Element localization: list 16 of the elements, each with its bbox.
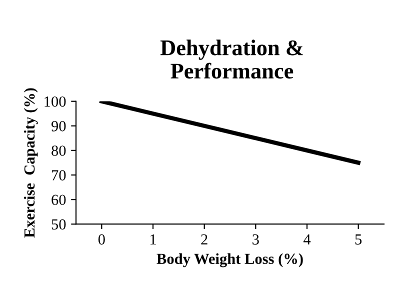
y-axis-title: Exercise Capacity (%) (24, 88, 38, 238)
y-tick-label: 70 (52, 170, 66, 180)
x-tick-label: 0 (98, 234, 105, 245)
y-tick-label: 50 (52, 219, 66, 230)
y-tick-label: 100 (44, 96, 66, 107)
x-tick-label: 3 (252, 234, 259, 245)
line-series (100, 101, 360, 165)
x-axis-title: Body Weight Loss (%) (156, 253, 303, 268)
chart-title: Dehydration & Performance (160, 40, 303, 79)
y-tick-label: 80 (52, 146, 66, 156)
x-tick-label: 5 (355, 234, 362, 245)
x-tick-label: 2 (201, 234, 208, 244)
x-tick-label: 1 (150, 234, 156, 244)
y-tick-label: 60 (52, 194, 66, 205)
y-tick-label: 90 (51, 121, 66, 132)
x-tick-label: 4 (303, 234, 311, 244)
